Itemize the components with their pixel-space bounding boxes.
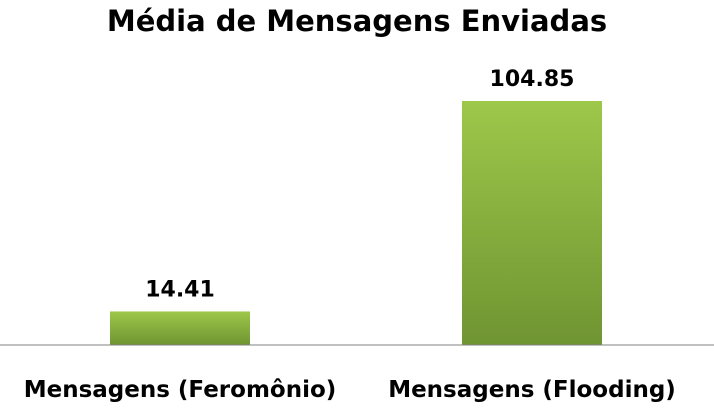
bar-2: [462, 101, 602, 345]
category-label-2: Mensagens (Flooding): [388, 377, 676, 403]
bar-1: [110, 311, 250, 345]
data-labels-group: 14.41 104.85: [145, 67, 574, 302]
bars-group: [110, 101, 602, 345]
data-label-1: 14.41: [145, 277, 215, 302]
category-labels-group: Mensagens (Feromônio) Mensagens (Flooding…: [24, 377, 676, 403]
data-label-2: 104.85: [490, 67, 575, 92]
chart-title: Média de Mensagens Enviadas: [107, 4, 607, 38]
category-label-1: Mensagens (Feromônio): [24, 377, 337, 403]
